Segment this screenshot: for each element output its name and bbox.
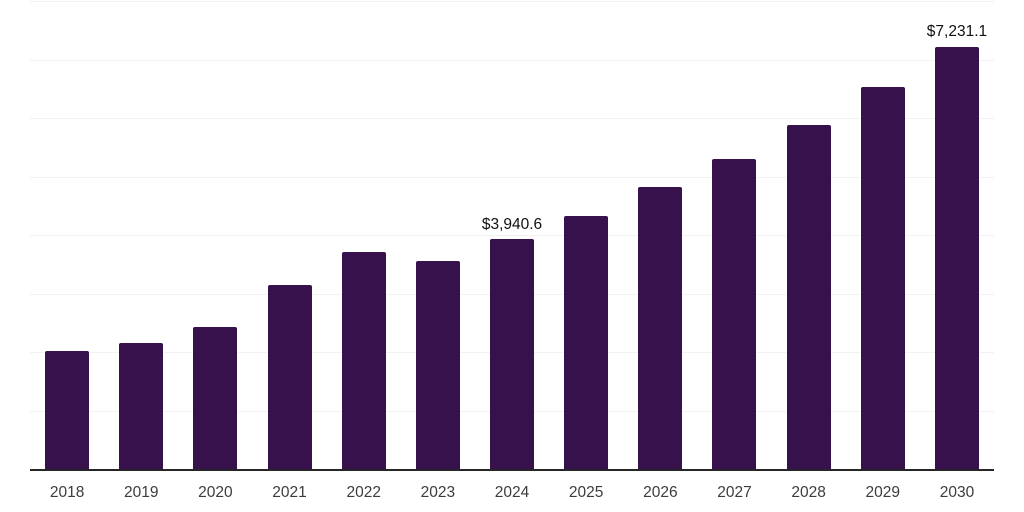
bar-slot-2020 xyxy=(178,2,252,470)
x-tick-2020: 2020 xyxy=(198,484,233,501)
gridline-5000 xyxy=(30,176,994,178)
bar-2029 xyxy=(860,87,905,470)
bar-slot-2023 xyxy=(401,2,475,470)
x-tick-2027: 2027 xyxy=(717,484,752,501)
bar-2026 xyxy=(638,187,683,470)
x-tick-2023: 2023 xyxy=(420,484,456,501)
bar-slot-2025 xyxy=(549,2,623,470)
x-axis-tick-labels: 2018 2019 2020 2021 2022 2023 2024 2025 2026 2027… xyxy=(30,482,994,504)
bar-slot-2028 xyxy=(772,2,846,470)
bar-2027 xyxy=(712,158,757,470)
plot-area: $3,940.6 $7,231.1 xyxy=(30,1,994,470)
value-label-2030: $7,231.1 xyxy=(926,23,988,41)
gridline-6000 xyxy=(30,118,994,119)
bar-slot-2027 xyxy=(697,2,771,470)
x-tick-2019: 2019 xyxy=(123,484,159,501)
bar-slot-2022 xyxy=(327,2,401,470)
x-axis-line xyxy=(30,469,994,471)
x-tick-2028: 2028 xyxy=(791,484,826,501)
bar-slot-2019 xyxy=(104,2,178,470)
bar-2028 xyxy=(786,124,831,470)
bar-2022 xyxy=(341,252,386,470)
x-tick-2024: 2024 xyxy=(494,484,530,501)
gridline-8000 xyxy=(30,1,994,2)
bar-2024 xyxy=(490,239,535,470)
bar-slot-2021 xyxy=(252,2,326,470)
bar-series: $3,940.6 $7,231.1 xyxy=(30,2,994,470)
bar-2030 xyxy=(934,46,979,470)
value-label-2024: $3,940.6 xyxy=(481,215,543,233)
gridline-4000 xyxy=(30,235,994,236)
bar-slot-2029 xyxy=(846,2,920,470)
x-tick-2025: 2025 xyxy=(568,484,604,501)
x-tick-2018: 2018 xyxy=(49,484,85,501)
bar-2025 xyxy=(564,215,609,470)
bar-slot-2030: $7,231.1 xyxy=(920,2,994,470)
x-tick-2029: 2029 xyxy=(865,484,901,501)
x-tick-2022: 2022 xyxy=(346,484,381,501)
gridline-7000 xyxy=(30,59,994,61)
bar-slot-2024: $3,940.6 xyxy=(475,2,549,470)
bar-2023 xyxy=(415,261,460,470)
x-tick-2030: 2030 xyxy=(939,484,975,501)
bar-2018 xyxy=(45,351,90,470)
bar-slot-2026 xyxy=(623,2,697,470)
bar-2019 xyxy=(119,343,164,470)
bar-slot-2018 xyxy=(30,2,104,470)
x-tick-2021: 2021 xyxy=(272,484,307,501)
x-tick-2026: 2026 xyxy=(643,484,678,501)
bar-2021 xyxy=(267,285,312,470)
bar-2020 xyxy=(193,327,238,470)
